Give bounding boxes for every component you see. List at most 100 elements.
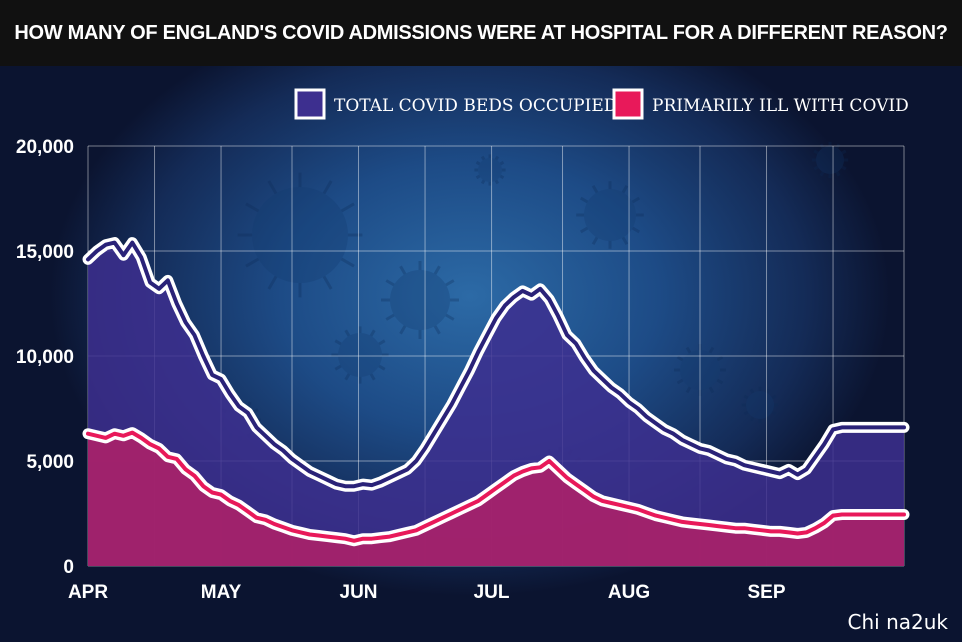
virus-body: [584, 189, 636, 241]
x-tick-label: APR: [68, 582, 108, 603]
virus-icon: [576, 181, 644, 249]
virus-spike: [399, 299, 422, 335]
primarily-ill-line: [86, 430, 906, 543]
virus-spike: [579, 196, 611, 217]
virus-spike: [829, 158, 847, 171]
virus-spike: [489, 168, 505, 180]
virus-spike: [758, 404, 771, 422]
virus-spike: [299, 233, 355, 268]
virus-spike: [245, 233, 301, 268]
virus-spike: [608, 184, 629, 216]
virus-spike: [480, 169, 492, 185]
virus-icon: [331, 326, 389, 384]
virus-spike: [685, 346, 702, 371]
y-tick-label: 20,000: [16, 137, 74, 158]
virus-spike: [489, 160, 505, 172]
virus-spike: [743, 403, 761, 416]
virus-body: [478, 158, 502, 182]
legend-primary-swatch: [612, 88, 644, 120]
virus-spike: [759, 403, 777, 416]
virus-spike: [267, 234, 302, 290]
virus-spike: [245, 202, 301, 237]
virus-spike: [749, 388, 762, 406]
virus-icon: [811, 141, 849, 179]
virus-body: [746, 391, 774, 419]
virus-body: [390, 270, 450, 330]
legend-primary-label: PRIMARILY ILL WITH COVID: [652, 96, 909, 116]
virus-spike: [759, 394, 777, 407]
virus-icon: [381, 261, 459, 339]
virus-icon: [741, 386, 779, 424]
virus-icon: [474, 154, 506, 186]
virus-spike: [685, 369, 702, 394]
y-tick-label: 0: [63, 557, 74, 578]
virus-body: [680, 350, 720, 390]
virus-spike: [359, 353, 386, 371]
virus-spike: [819, 159, 832, 177]
chart-title: HOW MANY OF ENGLAND'S COVID ADMISSIONS W…: [14, 21, 948, 44]
virus-spike: [344, 329, 362, 356]
series-areas: [82, 237, 910, 566]
virus-spike: [698, 369, 715, 394]
virus-spike: [698, 346, 715, 371]
virus-spike: [267, 180, 302, 236]
x-tick-label: JUN: [340, 582, 378, 603]
virus-spike: [813, 158, 831, 171]
virus-body: [338, 333, 382, 377]
x-tick-label: MAY: [201, 582, 242, 603]
virus-spike: [334, 353, 361, 371]
y-tick-label: 10,000: [16, 347, 74, 368]
virus-spike: [480, 155, 492, 171]
virus-spike: [699, 368, 724, 385]
x-tick-label: SEP: [748, 582, 786, 603]
virus-spike: [591, 184, 612, 216]
virus-icon: [237, 172, 363, 298]
virus-spike: [418, 299, 441, 335]
virus-spike: [813, 149, 831, 162]
total-covid-beds-line: [86, 240, 906, 489]
virus-spike: [579, 213, 611, 234]
virus-spike: [609, 213, 641, 234]
virus-spike: [819, 143, 832, 161]
title-bar: HOW MANY OF ENGLAND'S COVID ADMISSIONS W…: [0, 0, 962, 66]
virus-spike: [334, 339, 361, 357]
virus-spike: [385, 298, 421, 321]
y-tick-label: 5,000: [26, 452, 74, 473]
virus-body: [252, 187, 348, 283]
virus-spike: [699, 355, 724, 372]
legend-total-swatch: [294, 88, 326, 120]
virus-spike: [475, 160, 491, 172]
x-tick-label: JUL: [474, 582, 510, 603]
virus-spike: [828, 143, 841, 161]
virus-spike: [344, 354, 362, 381]
virus-spike: [758, 388, 771, 406]
virus-spike: [419, 279, 455, 302]
virus-spike: [299, 202, 355, 237]
virus-spike: [829, 149, 847, 162]
virus-spike: [488, 169, 500, 185]
virus-spike: [591, 214, 612, 246]
watermark: Chi na2uk: [847, 610, 948, 634]
virus-spike: [743, 394, 761, 407]
virus-spike: [419, 298, 455, 321]
legend-total-label: TOTAL COVID BEDS OCCUPIED: [334, 96, 617, 116]
virus-spike: [399, 265, 422, 301]
virus-spike: [385, 279, 421, 302]
virus-spike: [609, 196, 641, 217]
virus-spike: [418, 265, 441, 301]
virus-spike: [676, 355, 701, 372]
virus-spike: [298, 180, 333, 236]
virus-body: [816, 146, 844, 174]
legend: TOTAL COVID BEDS OCCUPIED PRIMARILY ILL W…: [294, 88, 909, 120]
x-tick-label: AUG: [608, 582, 650, 603]
virus-spike: [298, 234, 333, 290]
virus-spike: [749, 404, 762, 422]
virus-spike: [676, 368, 701, 385]
axes: 20,000 15,000 10,000 5,000 0 APR MAY JUN JUL AUG S…: [16, 137, 786, 603]
virus-icon: [674, 344, 726, 396]
virus-spike: [359, 339, 386, 357]
virus-spike: [608, 214, 629, 246]
virus-spike: [488, 155, 500, 171]
y-tick-label: 15,000: [16, 242, 74, 263]
